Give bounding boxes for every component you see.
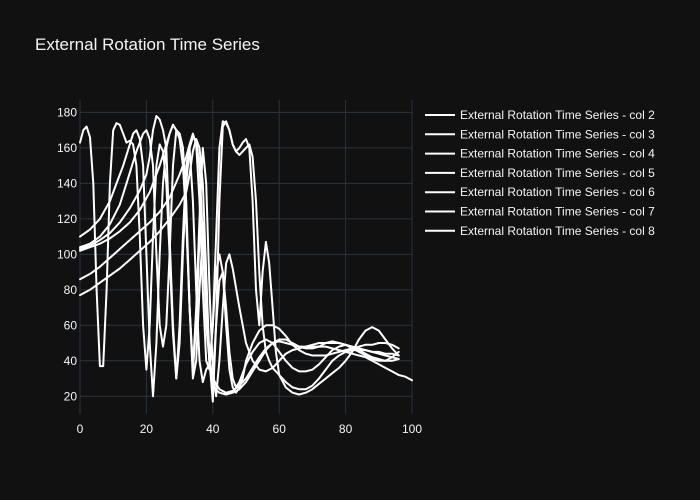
y-tick-label: 180 (57, 105, 77, 119)
y-tick-label: 120 (57, 212, 77, 226)
x-tick-label: 100 (402, 422, 422, 436)
y-tick-label: 40 (64, 354, 78, 368)
legend-label: External Rotation Time Series - col 6 (460, 185, 655, 199)
x-tick-label: 60 (273, 422, 287, 436)
legend-label: External Rotation Time Series - col 4 (460, 147, 655, 161)
x-tick-label: 40 (206, 422, 220, 436)
y-tick-label: 80 (64, 283, 78, 297)
legend-label: External Rotation Time Series - col 5 (460, 166, 655, 180)
x-tick-label: 0 (77, 422, 84, 436)
x-tick-label: 80 (339, 422, 353, 436)
legend-item[interactable]: External Rotation Time Series - col 3 (425, 127, 655, 141)
series-line-4 (79, 123, 413, 398)
y-tick-label: 100 (57, 247, 77, 261)
chart-title: External Rotation Time Series (35, 35, 260, 54)
x-tick-label: 20 (140, 422, 154, 436)
y-tick-label: 160 (57, 141, 77, 155)
y-tick-label: 60 (64, 318, 78, 332)
legend-label: External Rotation Time Series - col 3 (460, 127, 655, 141)
legend-item[interactable]: External Rotation Time Series - col 8 (425, 224, 655, 238)
y-tick-label: 140 (57, 176, 77, 190)
series-line-5 (79, 120, 400, 391)
legend-item[interactable]: External Rotation Time Series - col 5 (425, 166, 655, 180)
legend-label: External Rotation Time Series - col 2 (460, 108, 655, 122)
series-line-7 (79, 115, 400, 394)
series-line-6 (79, 120, 400, 403)
legend-item[interactable]: External Rotation Time Series - col 7 (425, 205, 655, 219)
axis-ticks: 0 20 40 60 80 100 20 40 60 80 100 120 140 160 180 (57, 105, 422, 436)
series-line-1 (79, 122, 400, 394)
legend-item[interactable]: External Rotation Time Series - col 6 (425, 185, 655, 199)
y-tick-label: 20 (64, 389, 78, 403)
legend-item[interactable]: External Rotation Time Series - col 2 (425, 108, 655, 122)
legend-label: External Rotation Time Series - col 8 (460, 224, 655, 238)
series-group (79, 115, 413, 403)
legend[interactable]: External Rotation Time Series - col 2 Ext… (425, 108, 655, 238)
legend-label: External Rotation Time Series - col 7 (460, 205, 655, 219)
legend-item[interactable]: External Rotation Time Series - col 4 (425, 147, 655, 161)
